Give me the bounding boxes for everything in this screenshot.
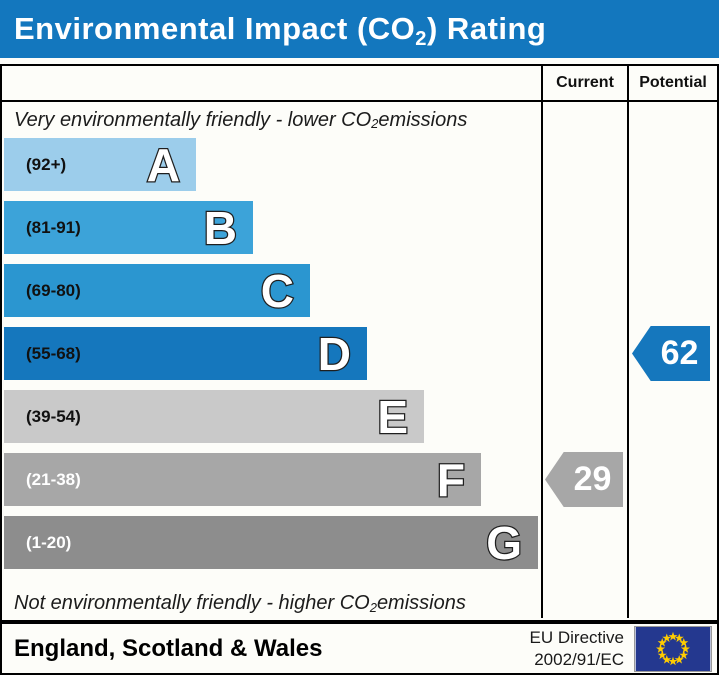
column-divider [627,66,629,100]
title-bar: Environmental Impact (CO2) Rating [0,0,719,58]
current-column-header: Current [556,74,614,91]
eu-flag-icon [634,625,712,672]
band-g: (1-20) G [4,516,538,569]
column-divider [541,66,543,100]
band-letter: C [260,264,296,317]
band-range: (1-20) [26,532,72,552]
column-divider [541,102,543,618]
band-letter: A [146,138,182,191]
header-spacer [2,66,541,100]
band-range: (69-80) [26,280,81,300]
top-note: Very environmentally friendly - lower CO… [14,108,468,132]
rating-table: Current Potential Very environmentally f… [0,64,719,622]
band-a: (92+) A [4,138,196,191]
band-letter: E [376,390,409,443]
eu-directive-label: EU Directive 2002/91/EC [529,628,624,669]
band-range: (39-54) [26,406,81,426]
band-b: (81-91) B [4,201,253,254]
table-header-row: Current Potential [2,66,717,102]
band-letter: B [203,201,239,254]
band-range: (55-68) [26,343,81,363]
band-letter: G [485,516,523,569]
band-range: (81-91) [26,217,81,237]
band-range: (92+) [26,154,67,174]
band-range: (21-38) [26,469,81,489]
band-letter: D [317,327,353,380]
band-c: (69-80) C [4,264,310,317]
region-label: England, Scotland & Wales [14,634,323,662]
current-rating-value: 29 [573,460,612,498]
band-d: (55-68) D [4,327,367,380]
table-body: Very environmentally friendly - lower CO… [2,102,717,618]
band-f: (21-38) F [4,453,481,506]
potential-rating-arrow: 62 [632,326,710,381]
band-letter: F [436,453,467,506]
footer-bar: England, Scotland & Wales EU Directive 2… [0,622,719,675]
band-e: (39-54) E [4,390,424,443]
page-title: Environmental Impact (CO2) Rating [14,11,547,51]
bottom-note: Not environmentally friendly - higher CO… [14,592,466,615]
column-divider [627,102,629,618]
potential-column-header: Potential [639,74,707,91]
potential-rating-value: 62 [660,334,699,372]
current-rating-arrow: 29 [545,452,623,507]
